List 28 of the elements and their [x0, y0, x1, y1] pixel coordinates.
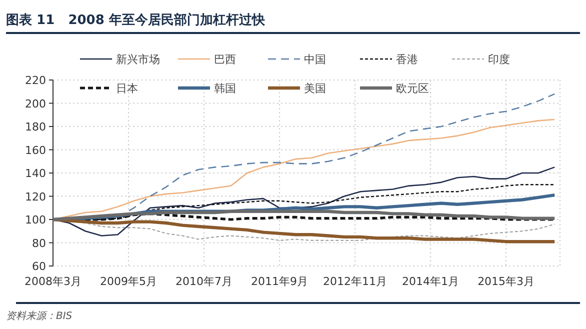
line-series — [51, 210, 556, 222]
y-tick-label: 80 — [32, 236, 46, 250]
x-tick-label: 2009年5月 — [100, 275, 158, 288]
chart-title: 图表 11 2008 年至今居民部门加杠杆过快 — [6, 12, 266, 28]
x-tick-label: 2014年1月 — [402, 275, 460, 288]
y-tick-label: 180 — [25, 120, 46, 134]
y-tick-label: 220 — [25, 74, 46, 87]
legend-label: 印度 — [488, 53, 510, 66]
y-tick-label: 200 — [25, 97, 46, 110]
x-tick-label: 2008年3月 — [24, 275, 82, 288]
y-tick-label: 100 — [25, 214, 46, 226]
y-tick-label: 140 — [25, 167, 46, 180]
legend-label: 美国 — [304, 82, 326, 95]
legend-label: 中国 — [304, 53, 326, 66]
legend-label: 日本 — [116, 82, 138, 95]
x-tick-label: 2011年9月 — [251, 275, 308, 288]
y-tick-label: 160 — [25, 144, 46, 157]
legend-label: 香港 — [396, 53, 418, 66]
legend-label: 韩国 — [214, 82, 236, 95]
text: 资料来源：BIS — [6, 310, 73, 322]
x-tick-label: 2015年3月 — [478, 275, 535, 288]
x-tick-label: 2010年7月 — [176, 275, 233, 288]
legend-label: 新兴市场 — [116, 53, 160, 66]
x-tick-label: 2012年11月 — [323, 275, 388, 288]
legend-label: 巴西 — [214, 53, 236, 66]
y-tick-label: 60 — [32, 260, 46, 273]
legend-label: 欧元区 — [396, 82, 429, 95]
y-tick-label: 120 — [25, 190, 46, 204]
